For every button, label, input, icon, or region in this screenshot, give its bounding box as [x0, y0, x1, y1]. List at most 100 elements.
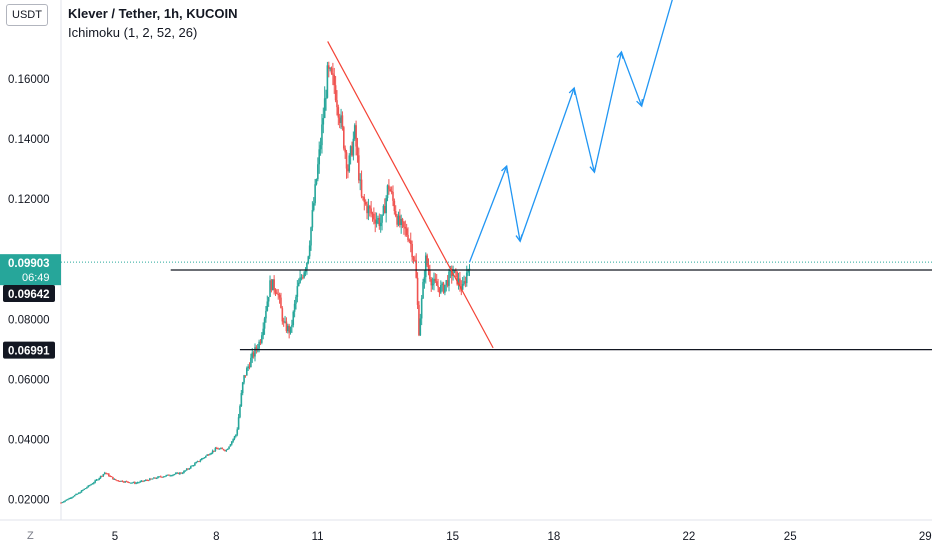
candle-body [336, 100, 338, 108]
candle-body [274, 290, 277, 293]
candle-body [117, 480, 120, 482]
candle-body [367, 206, 370, 214]
candle-body [164, 476, 166, 478]
candle-body [179, 472, 181, 475]
x-tick-label: 22 [683, 531, 696, 543]
candle-body [446, 280, 449, 286]
candle-body [195, 462, 198, 464]
candle-body [226, 448, 229, 450]
candle-body [408, 240, 411, 242]
candle-body [258, 341, 260, 349]
candle-body [248, 366, 251, 368]
projection-segment [641, 0, 673, 107]
candle-body [450, 270, 453, 277]
level-tag-2-value: 0.06991 [8, 346, 50, 358]
candle-body [306, 262, 308, 270]
candle-body [60, 502, 62, 504]
candle-body [158, 476, 161, 478]
candle-body [311, 210, 314, 228]
candle-body [351, 146, 353, 156]
candle-body [174, 473, 177, 475]
candle-body [461, 284, 464, 290]
candle-body [295, 296, 297, 304]
candle-body [329, 68, 331, 70]
candle-body [235, 434, 237, 437]
candle-body [467, 269, 469, 273]
candle-body [239, 406, 241, 418]
last-price-tag: 0.09903 06:49 [0, 254, 61, 286]
candle-body [250, 357, 252, 368]
projection-segment [519, 87, 575, 242]
candle-body [364, 202, 367, 205]
projection-segment [593, 51, 623, 173]
candle-body [437, 285, 439, 288]
candle-body [64, 500, 66, 502]
candle-body [393, 200, 396, 212]
candle-body [401, 218, 404, 222]
last-price-value: 0.09903 [8, 258, 50, 270]
candle-body [82, 489, 84, 491]
candle-body [199, 460, 202, 462]
candle-body [433, 278, 435, 284]
candle-body [456, 271, 458, 285]
candle-body [323, 98, 326, 119]
candle-body [202, 457, 204, 459]
candle-body [424, 255, 427, 278]
candle-body [292, 311, 295, 326]
candle-body [61, 502, 64, 504]
candle-body [177, 472, 180, 475]
y-tick-label: 0.06000 [8, 374, 50, 386]
candle-body [84, 488, 87, 490]
candle-body [151, 478, 154, 480]
countdown-value: 06:49 [22, 272, 50, 284]
candle-body [214, 448, 217, 451]
candle-body [344, 148, 346, 153]
candle-body [240, 393, 243, 407]
candle-body [312, 203, 315, 211]
projection-segment [468, 165, 508, 263]
candle-body [153, 477, 155, 479]
candle-body [237, 417, 240, 430]
candle-body [184, 470, 187, 472]
currency-unit-button[interactable]: USDT [6, 4, 48, 26]
candle-body [138, 482, 140, 484]
candle-body [68, 498, 70, 500]
y-tick-label: 0.08000 [8, 314, 50, 326]
candle-body [196, 461, 199, 463]
projection-segment [573, 87, 596, 173]
candle-body [315, 179, 318, 185]
candle-body [426, 255, 428, 266]
candle-body [464, 281, 467, 284]
candle-body [286, 325, 289, 332]
candle-body [269, 280, 271, 297]
candle-body [282, 321, 285, 323]
candle-body [206, 454, 208, 456]
candle-body [386, 185, 389, 199]
candle-body [154, 477, 157, 479]
candle-body [215, 448, 218, 450]
auto-scale-button[interactable]: Z [20, 526, 42, 544]
candle-body [120, 480, 122, 482]
candle-body [121, 480, 124, 482]
candle-body [166, 474, 169, 476]
candle-body [355, 125, 357, 147]
candle-body [252, 352, 255, 357]
candle-body [118, 480, 121, 482]
candle-body [169, 475, 172, 477]
candle-body [128, 482, 131, 484]
candle-body [427, 265, 430, 271]
x-tick-label: 18 [547, 531, 560, 543]
candle-body [135, 482, 137, 484]
candle-body [69, 498, 72, 500]
candle-body [465, 272, 468, 284]
candle-body [73, 495, 76, 497]
candles-layer [60, 61, 471, 504]
candle-body [213, 450, 215, 452]
candle-body [440, 284, 442, 293]
candle-body [319, 145, 322, 150]
candle-body [322, 118, 325, 125]
candle-body [457, 278, 460, 285]
candle-body [110, 476, 113, 478]
indicator-label: Ichimoku (1, 2, 52, 26) [68, 25, 198, 40]
